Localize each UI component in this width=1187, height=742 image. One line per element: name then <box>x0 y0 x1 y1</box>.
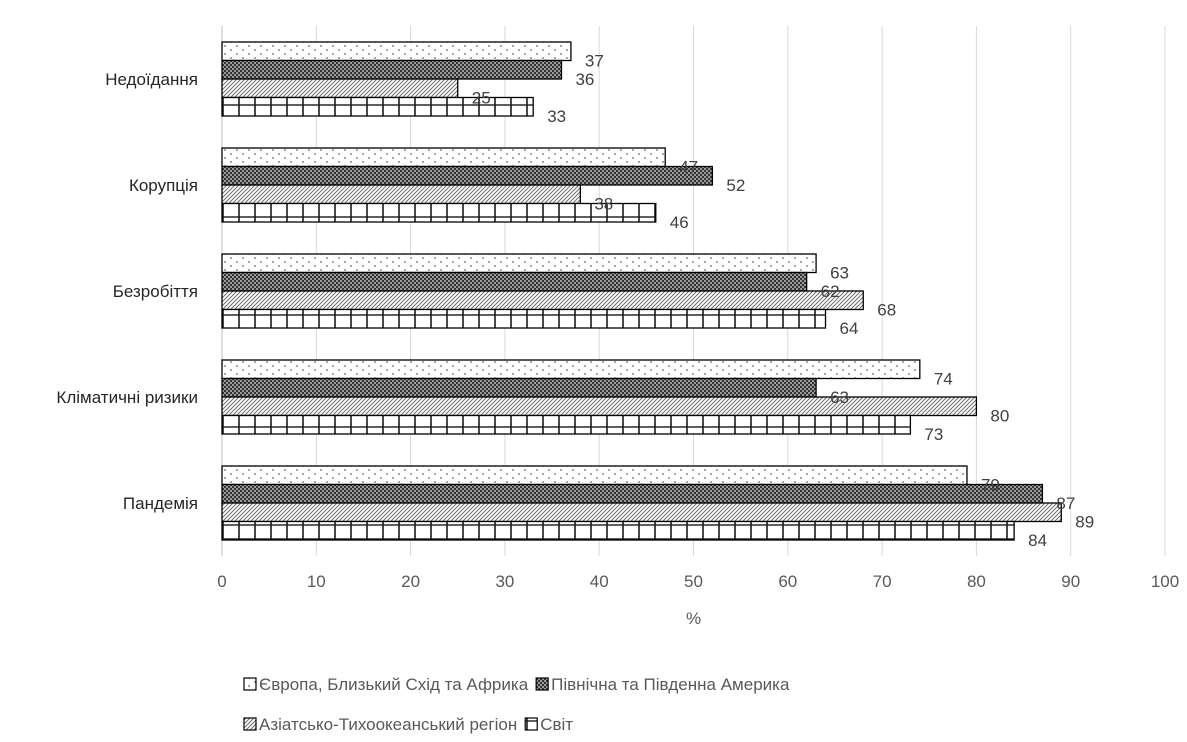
x-tick-label: 30 <box>495 572 514 591</box>
bar-європа-близький-схід-та-африка <box>221 147 666 168</box>
data-label: 63 <box>830 263 849 282</box>
bar-азіатсько-тихоокеанський-регіон <box>221 184 581 205</box>
data-label: 63 <box>830 388 849 407</box>
legend-entry: Північна та Південна Америка <box>551 675 790 694</box>
x-tick-label: 0 <box>217 572 226 591</box>
x-tick-label: 80 <box>967 572 986 591</box>
data-label: 89 <box>1075 512 1094 531</box>
legend-swatch <box>535 677 549 691</box>
bar-світ <box>221 414 912 435</box>
category-label: Безробіття <box>113 282 198 301</box>
category-labels: Пандемія Кліматичні ризики Безробіття Коруп… <box>56 70 198 513</box>
x-tick-label: 100 <box>1151 572 1179 591</box>
bar-північна-та-південна-америка <box>221 483 1044 504</box>
x-tick-label: 50 <box>684 572 703 591</box>
legend-entry: Азіатсько-Тихоокеанський регіон <box>259 715 517 734</box>
data-label: 73 <box>924 425 943 444</box>
category-label: Корупція <box>129 176 198 195</box>
category-label: Недоїдання <box>105 70 198 89</box>
bar-азіатсько-тихоокеанський-регіон <box>221 502 1062 523</box>
bar-європа-близький-схід-та-африка <box>221 359 921 380</box>
data-label: 36 <box>575 70 594 89</box>
bar-світ <box>221 520 1015 541</box>
data-label: 79 <box>981 475 1000 494</box>
data-label: 33 <box>547 107 566 126</box>
x-tick-label: 60 <box>778 572 797 591</box>
data-label: 80 <box>990 406 1009 425</box>
data-label: 52 <box>726 176 745 195</box>
bar-європа-близький-схід-та-африка <box>221 253 817 274</box>
bar-азіатсько-тихоокеанський-регіон <box>221 78 459 99</box>
bars <box>221 41 1062 541</box>
bar-світ <box>221 202 657 223</box>
legend-swatch <box>243 717 257 731</box>
bar-північна-та-південна-америка <box>221 165 714 186</box>
x-axis-title: % <box>686 609 701 628</box>
data-label: 38 <box>594 194 613 213</box>
x-tick-label: 10 <box>307 572 326 591</box>
data-label: 37 <box>585 51 604 70</box>
data-label: 84 <box>1028 531 1047 550</box>
bar-європа-близький-схід-та-африка <box>221 465 968 486</box>
category-label: Кліматичні ризики <box>56 388 198 407</box>
x-tick-label: 20 <box>401 572 420 591</box>
legend-entry: Європа, Близький Схід та Африка <box>259 675 529 694</box>
legend: Європа, Близький Схід та Африка Північна … <box>243 675 790 734</box>
legend-entry: Світ <box>540 715 573 734</box>
bar-європа-близький-схід-та-африка <box>221 41 572 62</box>
data-label: 46 <box>670 213 689 232</box>
legend-swatch <box>243 677 257 691</box>
legend-swatch <box>524 717 538 731</box>
data-label: 87 <box>1056 494 1075 513</box>
bar-північна-та-південна-америка <box>221 377 817 398</box>
bar-північна-та-південна-америка <box>221 271 808 292</box>
data-label: 68 <box>877 300 896 319</box>
bar-світ <box>221 308 827 329</box>
category-label: Пандемія <box>123 494 198 513</box>
data-label: 47 <box>679 157 698 176</box>
x-tick-label: 70 <box>873 572 892 591</box>
data-label: 25 <box>472 88 491 107</box>
bar-світ <box>221 96 534 117</box>
data-label: 74 <box>934 369 953 388</box>
bar-північна-та-південна-америка <box>221 59 563 80</box>
data-label: 64 <box>840 319 859 338</box>
bar-азіатсько-тихоокеанський-регіон <box>221 290 864 311</box>
data-label: 62 <box>821 282 840 301</box>
x-axis-ticks: 0 10 20 30 40 50 60 70 80 90 100 <box>217 572 1179 591</box>
x-tick-label: 40 <box>590 572 609 591</box>
bar-азіатсько-тихоокеанський-регіон <box>221 396 978 417</box>
x-tick-label: 90 <box>1061 572 1080 591</box>
